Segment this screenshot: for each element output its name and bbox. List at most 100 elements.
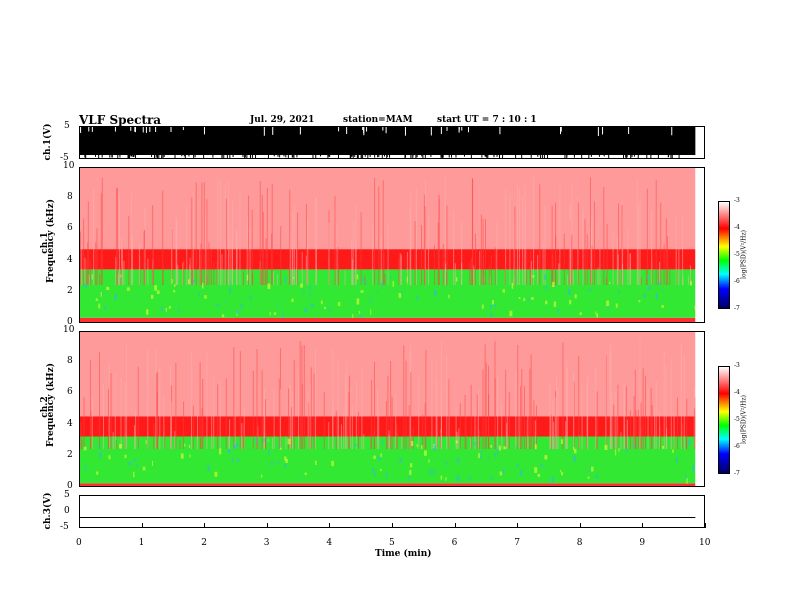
spectrogram-streak bbox=[211, 415, 213, 449]
spectrogram-speckle bbox=[515, 446, 517, 450]
ch1-waveform-spike bbox=[657, 154, 659, 158]
spectrogram-speckle bbox=[490, 304, 492, 310]
spectrogram-streak bbox=[559, 183, 561, 285]
spectrogram-speckle bbox=[370, 309, 372, 315]
spectrogram-streak bbox=[156, 371, 158, 449]
spectrogram-streak bbox=[544, 206, 546, 285]
ch1-waveform-spike bbox=[101, 154, 103, 158]
spectrogram-streak bbox=[423, 194, 425, 285]
ch2-spectrogram-panel bbox=[79, 331, 705, 487]
ch1-waveform-spike bbox=[678, 154, 680, 158]
spectrogram-streak bbox=[208, 242, 210, 285]
spectrogram-streak bbox=[377, 389, 379, 449]
spectrogram-speckle bbox=[527, 297, 529, 302]
spectrogram-streak bbox=[627, 230, 629, 285]
ch1-waveform-gap bbox=[560, 127, 562, 132]
spectrogram-streak bbox=[680, 343, 682, 449]
spectrogram-streak bbox=[307, 392, 309, 449]
spectrogram-streak bbox=[526, 249, 528, 285]
spectrogram-speckle bbox=[421, 445, 423, 450]
spectrogram-streak bbox=[135, 410, 137, 449]
ch1-waveform-spike bbox=[132, 154, 134, 157]
ch1-waveform-gap bbox=[203, 127, 205, 135]
spectrogram-speckle bbox=[198, 292, 200, 297]
spectrogram-streak bbox=[595, 367, 597, 449]
spectrogram-speckle bbox=[84, 283, 88, 288]
ch1-waveform-gap bbox=[467, 127, 469, 133]
spectrogram-streak bbox=[192, 192, 194, 285]
spectrogram-streak bbox=[297, 212, 299, 285]
ch1-waveform-spike bbox=[455, 154, 457, 158]
spectrogram-streak bbox=[489, 276, 491, 285]
ch1-waveform-gap bbox=[560, 127, 562, 135]
spectrogram-speckle bbox=[236, 442, 239, 447]
colorbar-scale bbox=[718, 366, 730, 474]
spectrogram-streak bbox=[84, 257, 86, 285]
spectrogram-speckle bbox=[647, 285, 651, 290]
spectrogram-streak bbox=[182, 262, 184, 285]
spectrogram-streak bbox=[156, 373, 158, 449]
spectrogram-speckle bbox=[588, 469, 591, 472]
ch1-waveform-spike bbox=[670, 154, 672, 158]
spectrogram-speckle bbox=[657, 281, 661, 285]
spectrogram-streak bbox=[458, 428, 460, 449]
colorbar-tick-label: -6 bbox=[734, 443, 740, 450]
spectrogram-speckle bbox=[270, 462, 273, 466]
spectrogram-streak bbox=[132, 234, 134, 285]
spectrogram-streak bbox=[577, 202, 579, 285]
spectrogram-streak bbox=[190, 351, 192, 449]
spectrogram-streak bbox=[550, 415, 552, 449]
spectrogram-streak bbox=[289, 237, 291, 285]
spectrogram-streak bbox=[126, 344, 128, 449]
spectrogram-streak bbox=[629, 410, 631, 449]
spectrogram-speckle bbox=[560, 439, 564, 444]
spectrogram-streak bbox=[446, 356, 448, 449]
ch1-waveform-spike bbox=[117, 154, 119, 158]
spectrogram-speckle bbox=[655, 293, 658, 299]
spectrogram-streak bbox=[504, 265, 506, 285]
spectrogram-speckle bbox=[573, 448, 577, 454]
spectrogram-speckle bbox=[537, 473, 541, 477]
spectrogram-streak bbox=[280, 389, 282, 449]
ch1-waveform-spike bbox=[590, 154, 592, 157]
ch1-waveform-spike bbox=[130, 154, 132, 157]
colorbar-tick-label: -3 bbox=[734, 362, 740, 369]
spectrogram-speckle bbox=[304, 472, 307, 475]
spectrogram-streak bbox=[527, 414, 529, 449]
spectrogram-speckle bbox=[687, 440, 691, 445]
spectrogram-streak bbox=[506, 401, 508, 449]
spectrogram-streak bbox=[431, 359, 433, 449]
spectrogram-speckle bbox=[416, 444, 418, 447]
spectrogram-streak bbox=[440, 390, 442, 449]
ch1-waveform-gap bbox=[597, 127, 599, 136]
spectrogram-speckle bbox=[374, 472, 376, 477]
spectrogram-streak bbox=[385, 400, 387, 449]
spectrogram-speckle bbox=[287, 438, 291, 445]
ch1-waveform-spike bbox=[421, 154, 423, 157]
spectrogram-speckle bbox=[291, 298, 294, 303]
spectrogram-streak bbox=[409, 352, 411, 449]
spectrogram-streak bbox=[221, 254, 223, 285]
ch1-waveform-spike bbox=[448, 154, 450, 158]
spectrogram-streak bbox=[403, 345, 405, 449]
ch1-waveform-spike bbox=[530, 154, 532, 158]
ch1-waveform-gap bbox=[142, 127, 144, 133]
ch1-waveform-spike bbox=[283, 154, 285, 157]
spectrogram-streak bbox=[373, 361, 375, 449]
spectrogram-streak bbox=[257, 422, 259, 449]
spectrogram-streak bbox=[581, 384, 583, 449]
spectrogram-streak bbox=[358, 412, 360, 449]
ch1-waveform-spike bbox=[515, 154, 517, 158]
ch1-waveform-spike bbox=[287, 154, 289, 158]
spectrogram-speckle bbox=[98, 452, 102, 458]
spectrogram-streak bbox=[259, 180, 261, 285]
time-tick-label: 2 bbox=[201, 538, 207, 548]
spectrogram-streak bbox=[552, 400, 554, 449]
spectrogram-streak bbox=[174, 430, 176, 449]
ch1-waveform-spike bbox=[293, 154, 295, 158]
ch1-waveform-spike bbox=[131, 154, 133, 157]
spectrogram-streak bbox=[422, 414, 424, 449]
spectrogram-speckle bbox=[480, 450, 483, 454]
spectrogram-speckle bbox=[545, 285, 548, 291]
ch1-waveform-spike bbox=[255, 154, 257, 158]
